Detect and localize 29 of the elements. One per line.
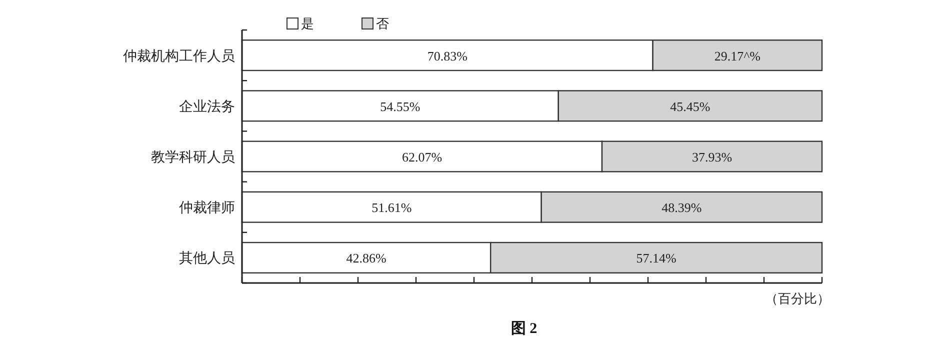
data-label: 54.55% bbox=[380, 98, 420, 114]
data-label: 51.61% bbox=[372, 200, 412, 216]
data-label: 70.83% bbox=[427, 48, 468, 64]
data-label: 48.39% bbox=[662, 200, 702, 216]
bar bbox=[652, 40, 823, 72]
data-label: 37.93% bbox=[692, 150, 732, 164]
y-tick-label: 其他人员 bbox=[179, 250, 235, 267]
data-label: 29.17^% bbox=[714, 48, 761, 64]
data-label: 62.07% bbox=[402, 150, 442, 164]
bar bbox=[241, 140, 603, 172]
legend-label: 是 bbox=[301, 16, 314, 31]
x-axis-title: （百分比） bbox=[765, 291, 830, 306]
data-label: 45.45% bbox=[670, 98, 710, 114]
y-tick-label: 企业法务 bbox=[179, 98, 235, 115]
y-tick-label: 教学科研人员 bbox=[151, 150, 235, 166]
bar bbox=[540, 191, 823, 223]
bar bbox=[601, 140, 823, 172]
bar bbox=[241, 90, 559, 122]
bar bbox=[241, 242, 492, 274]
bar bbox=[490, 242, 823, 274]
y-tick-label: 仲裁律师 bbox=[179, 200, 235, 216]
bar bbox=[241, 191, 542, 223]
text: 图 2 bbox=[510, 321, 538, 337]
data-label: 42.86% bbox=[346, 250, 386, 266]
bar bbox=[241, 40, 654, 72]
y-tick-label: 仲裁机构工作人员 bbox=[123, 48, 235, 64]
legend-label: 否 bbox=[376, 16, 389, 31]
data-label: 57.14% bbox=[636, 250, 676, 266]
bar bbox=[558, 90, 823, 122]
